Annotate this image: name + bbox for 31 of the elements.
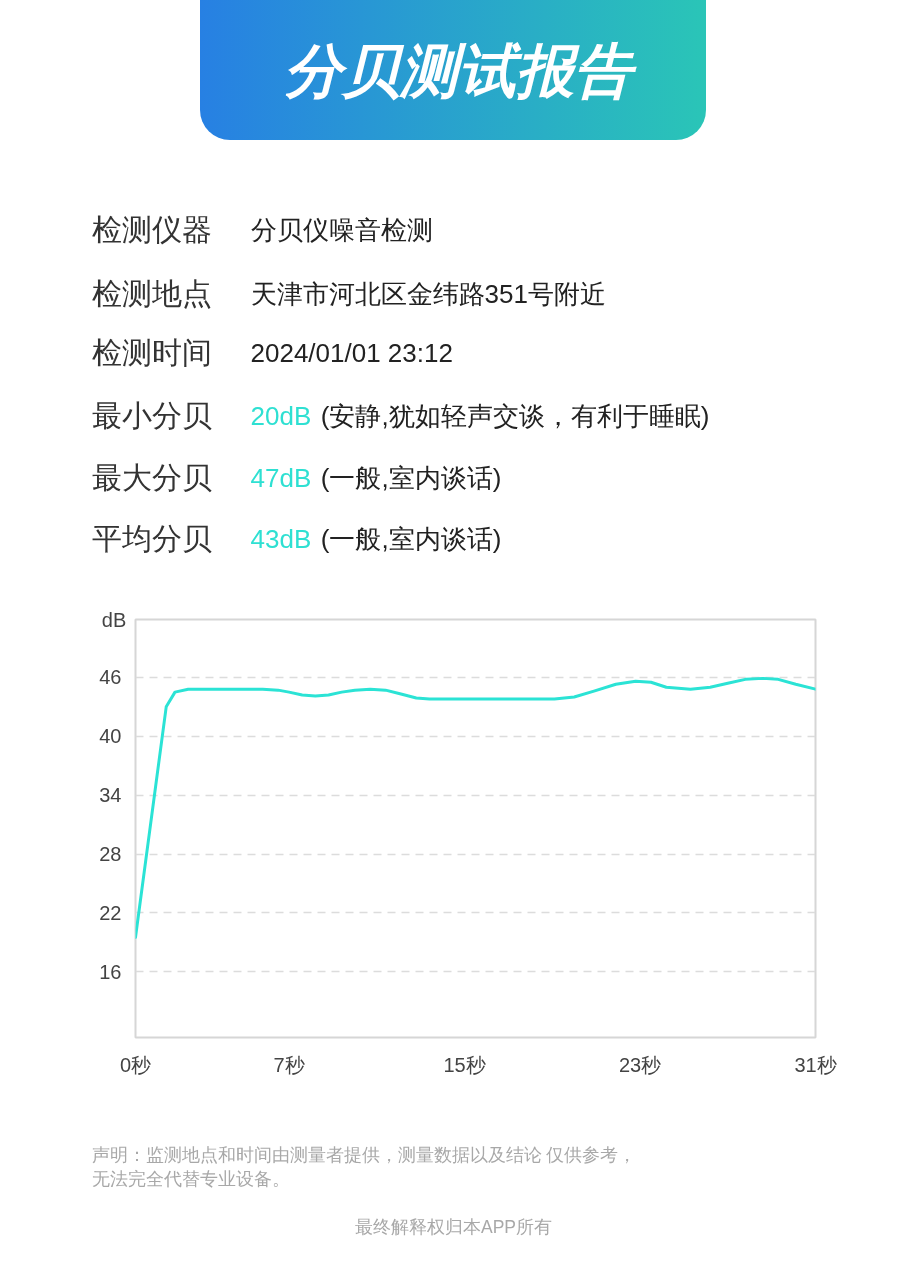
text: 检测仪器 [91,213,212,246]
text: (一般,室内谈话) [320,523,502,554]
y-tick-label: 16 [99,960,122,983]
text: 最终解释权归本APP所有 [354,1216,553,1237]
text: 声明：监测地点和时间由测量者提供，测量数据以及结论 仅供参考，无法完全代替专业设备。 [91,1144,637,1189]
y-tick-label: 40 [99,725,122,748]
text: 检测地点 [91,277,212,310]
chart-title: 分贝测试报告 [283,36,637,105]
text: 2024/01/01 23:12 [250,337,453,368]
text: 最小分贝 [91,399,212,432]
text: 天津市河北区金纬路351号附近 [250,278,606,309]
y-tick-label: 28 [99,843,122,866]
text: 20dB [250,400,312,431]
y-tick-label: 34 [99,784,122,807]
x-tick-label: 31秒 [794,1053,837,1076]
x-tick-label: 7秒 [273,1053,305,1076]
y-tick-label: 22 [99,901,122,924]
x-tick-label: 23秒 [618,1053,662,1076]
text: 检测时间 [91,336,212,369]
text: (安静,犹如轻声交谈，有利于睡眠) [320,400,710,431]
x-tick-label: 0秒 [119,1053,152,1076]
text: 平均分贝 [91,522,212,555]
text: 43dB [250,523,312,554]
text: (一般,室内谈话) [320,462,502,493]
y-axis-title: dB [101,608,127,631]
text: 最大分贝 [91,461,212,494]
text: 分贝仪噪音检测 [250,214,433,245]
text: 47dB [250,462,312,493]
x-tick-label: 15秒 [443,1053,486,1076]
line-series [135,676,816,939]
y-tick-label: 46 [99,666,122,689]
